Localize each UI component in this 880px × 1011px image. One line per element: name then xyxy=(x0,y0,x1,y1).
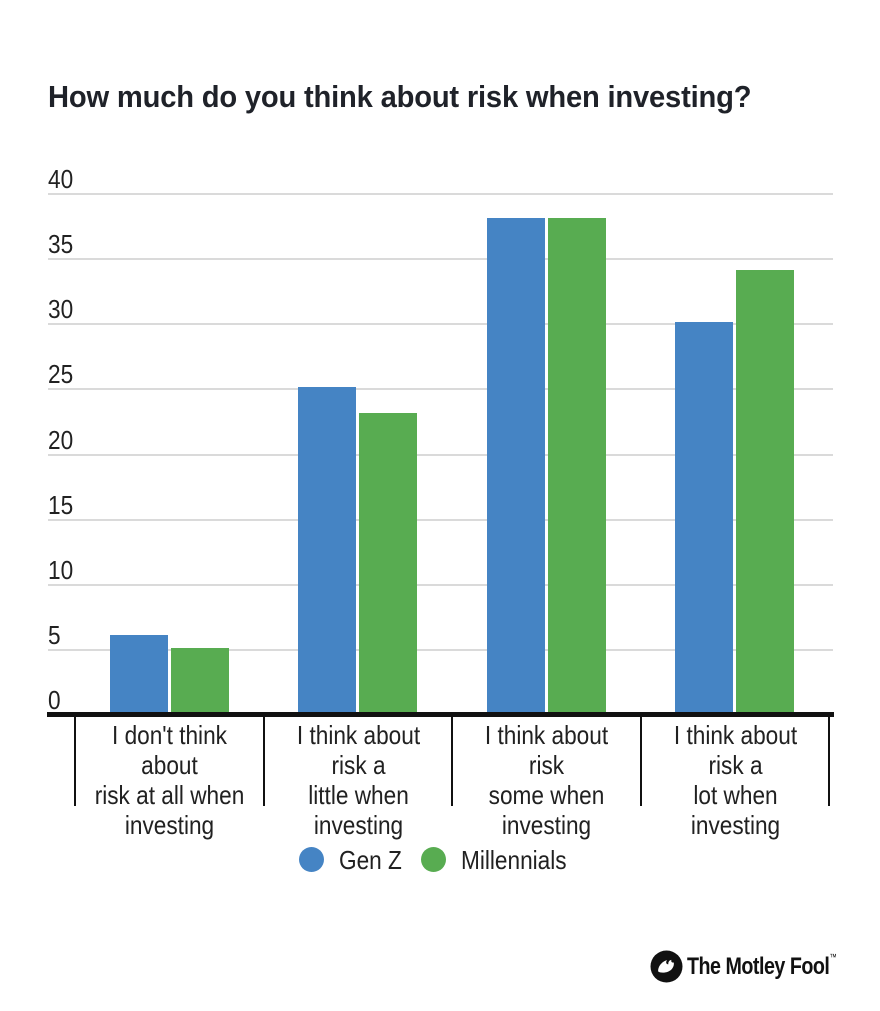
bar-gen-z-0 xyxy=(110,635,168,713)
category-separator xyxy=(640,717,642,806)
bar-millennials-3 xyxy=(736,270,794,713)
bar-millennials-1 xyxy=(359,413,417,713)
gridline xyxy=(48,258,833,261)
x-category-label: I think about risk a lot when investing xyxy=(673,720,798,840)
y-tick-label: 20 xyxy=(48,424,74,455)
logo-text: The Motley Fool™ xyxy=(687,952,837,980)
x-axis-line xyxy=(47,712,834,717)
x-category-cell-1: I think about risk a little when investi… xyxy=(264,720,453,840)
category-separator xyxy=(263,717,265,806)
y-tick-label: 0 xyxy=(48,685,61,715)
y-tick-label: 5 xyxy=(48,619,61,650)
bar-gen-z-3 xyxy=(675,322,733,713)
legend-label: Millennials xyxy=(460,845,567,875)
legend-label: Gen Z xyxy=(338,845,402,875)
y-tick-label: 25 xyxy=(48,359,74,390)
trademark-symbol: ™ xyxy=(829,952,837,962)
chart-title: How much do you think about risk when in… xyxy=(48,79,752,114)
gridline xyxy=(48,583,833,586)
gridline xyxy=(48,323,833,326)
jester-hat-icon xyxy=(650,950,683,983)
category-separator xyxy=(828,717,830,806)
bar-millennials-0 xyxy=(171,648,229,713)
motley-fool-logo: The Motley Fool™ xyxy=(650,950,869,983)
y-tick-label: 10 xyxy=(48,554,74,585)
y-tick-label: 40 xyxy=(48,164,74,194)
x-category-cell-3: I think about risk a lot when investing xyxy=(641,720,830,840)
gridline xyxy=(48,388,833,391)
legend: Gen Z Millennials xyxy=(48,845,833,875)
x-category-label: I think about risk a little when investi… xyxy=(296,720,421,840)
y-tick-label: 35 xyxy=(48,229,74,260)
legend-entry-gen-z: Gen Z xyxy=(298,845,411,875)
bar-millennials-2 xyxy=(548,218,606,713)
gridline xyxy=(48,453,833,456)
category-separator xyxy=(451,717,453,806)
x-category-cell-0: I don't think about risk at all when inv… xyxy=(75,720,264,840)
gridline xyxy=(48,648,833,651)
bar-gen-z-2 xyxy=(487,218,545,713)
legend-entry-millennials: Millennials xyxy=(420,845,582,875)
legend-swatch-gen-z xyxy=(298,847,324,872)
x-category-label: I don't think about risk at all when inv… xyxy=(94,720,245,840)
bar-gen-z-1 xyxy=(298,387,356,713)
y-tick-label: 30 xyxy=(48,294,74,325)
x-category-label: I think about risk some when investing xyxy=(484,720,609,840)
gridline xyxy=(48,193,833,195)
legend-swatch-millennials xyxy=(420,847,446,872)
gridline xyxy=(48,518,833,521)
x-category-cell-2: I think about risk some when investing xyxy=(452,720,641,840)
y-tick-label: 15 xyxy=(48,489,74,520)
category-separator xyxy=(74,717,76,806)
